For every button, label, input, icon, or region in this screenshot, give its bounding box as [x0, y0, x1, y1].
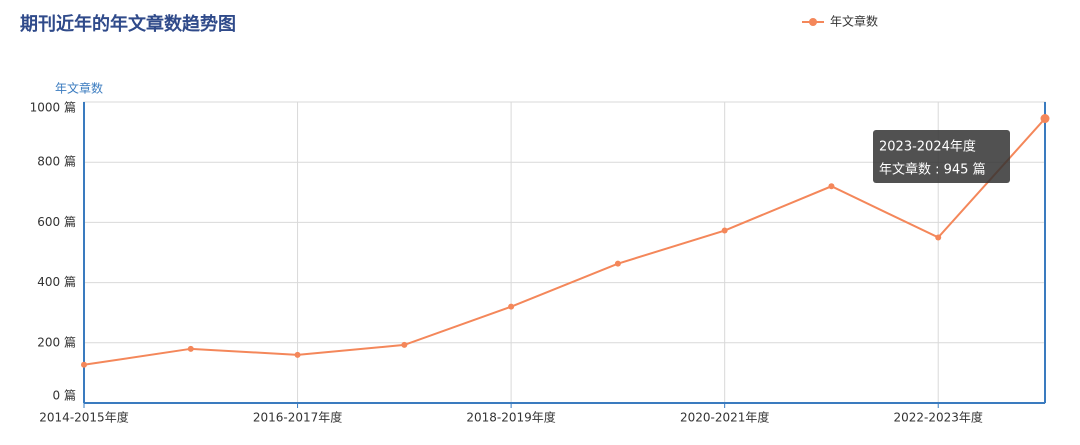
x-tick-label: 2014-2015年度 — [39, 410, 128, 425]
y-tick-label: 600 篇 — [37, 214, 76, 229]
point — [187, 345, 194, 352]
legend-label: 年文章数 — [830, 14, 878, 29]
tooltip-box — [873, 130, 1010, 183]
tooltip-label: 年文章数 : 945 篇 — [879, 162, 986, 178]
line — [83, 117, 1046, 366]
chart-title: 期刊近年的年文章数趋势图 — [20, 13, 236, 35]
y-tick-label: 1000 篇 — [30, 100, 76, 115]
x-tick-label: 2022-2023年度 — [894, 410, 983, 425]
tooltip-title: 2023-2024年度 — [879, 139, 976, 155]
point — [1040, 114, 1050, 124]
y-axis-label: 年文章数 — [55, 81, 103, 96]
point — [614, 260, 621, 267]
y-tick-label: 800 篇 — [37, 154, 76, 169]
y-tick-label: 200 篇 — [37, 334, 76, 349]
point — [508, 303, 515, 310]
x-tick-label: 2018-2019年度 — [466, 410, 555, 425]
point — [721, 227, 728, 234]
x-tick-label: 2020-2021年度 — [680, 410, 769, 425]
point — [81, 361, 87, 368]
x-tick-label: 2016-2017年度 — [253, 410, 342, 425]
y-tick-label: 400 篇 — [37, 274, 76, 289]
point — [935, 234, 942, 241]
y-tick-label: 0 篇 — [53, 388, 76, 403]
legend-dot — [809, 18, 817, 26]
point — [294, 351, 301, 358]
point — [401, 341, 408, 348]
point — [828, 183, 835, 190]
